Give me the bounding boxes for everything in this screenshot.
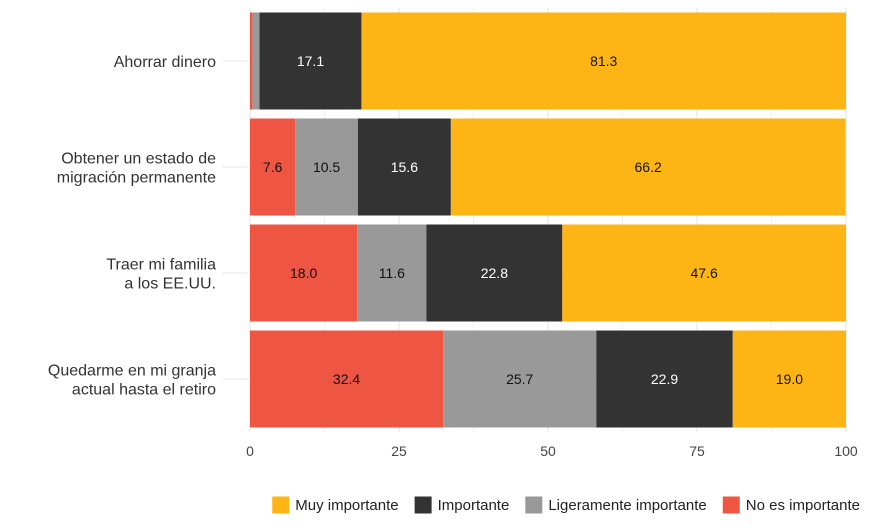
legend-label: Muy importante	[295, 497, 398, 514]
bar-segment	[361, 12, 846, 110]
bar-value-label: 22.9	[651, 371, 678, 387]
bar-segment	[357, 224, 427, 322]
bar-value-label: 18.0	[290, 265, 317, 281]
legend-label: No es importante	[746, 497, 860, 514]
bar-value-label: 19.0	[776, 371, 803, 387]
bar-segment	[596, 330, 733, 428]
bar-segment	[250, 330, 444, 428]
category-label: Obtener un estado de migración permanente	[57, 151, 216, 187]
bar-value-label: 81.3	[590, 53, 617, 69]
x-axis-ticks: 0 25 50 75 100	[246, 443, 858, 459]
bar-segment	[443, 330, 597, 428]
x-tick-label: 25	[391, 443, 407, 459]
bar-segment	[259, 12, 362, 110]
bar-segment	[250, 224, 358, 322]
bar-segment	[250, 118, 296, 216]
legend-swatch	[525, 496, 543, 514]
legend-swatch	[722, 496, 740, 514]
bar-value-label: 25.7	[506, 371, 533, 387]
x-tick-label: 75	[689, 443, 705, 459]
legend-swatch	[272, 496, 290, 514]
bar-segment	[732, 330, 846, 428]
bar-segment	[295, 118, 358, 216]
bar-value-label: 47.6	[691, 265, 718, 281]
bar-value-label: 11.6	[379, 265, 405, 281]
bar-segment	[250, 12, 253, 110]
legend: Muy importante Importante Ligeramente impo…	[272, 496, 860, 514]
bar-value-label: 22.8	[481, 265, 508, 281]
x-tick-label: 100	[834, 443, 858, 459]
category-label: Quedarme en mi granja actual hasta el ret…	[48, 363, 216, 399]
bar-segment	[450, 118, 846, 216]
bar-value-label: 7.6	[263, 159, 283, 175]
bar-segment	[252, 12, 260, 110]
bar-value-label: 32.4	[333, 371, 360, 387]
x-tick-label: 50	[540, 443, 556, 459]
bar-segment	[426, 224, 563, 322]
bar-segment	[562, 224, 846, 322]
legend-swatch	[414, 496, 432, 514]
bar-value-label: 66.2	[635, 159, 662, 175]
bar-segment	[357, 118, 451, 216]
x-tick-label: 0	[246, 443, 254, 459]
legend-label: Importante	[438, 497, 510, 514]
bars-layer: 17.1 81.3 7.6 10.5 15.6 66.2 18.0 11.6 22.8 47.6 3…	[250, 12, 846, 428]
bar-value-label: 15.6	[391, 159, 418, 175]
bar-value-label: 10.5	[313, 159, 340, 175]
category-label: Traer mi familia a los EE.UU.	[106, 257, 216, 293]
legend-label: Ligeramente importante	[548, 497, 706, 514]
category-label: Ahorrar dinero	[114, 54, 216, 71]
bar-value-label: 17.1	[297, 53, 324, 69]
category-labels: Ahorrar dinero Obtener un estado de migrac…	[48, 54, 216, 399]
